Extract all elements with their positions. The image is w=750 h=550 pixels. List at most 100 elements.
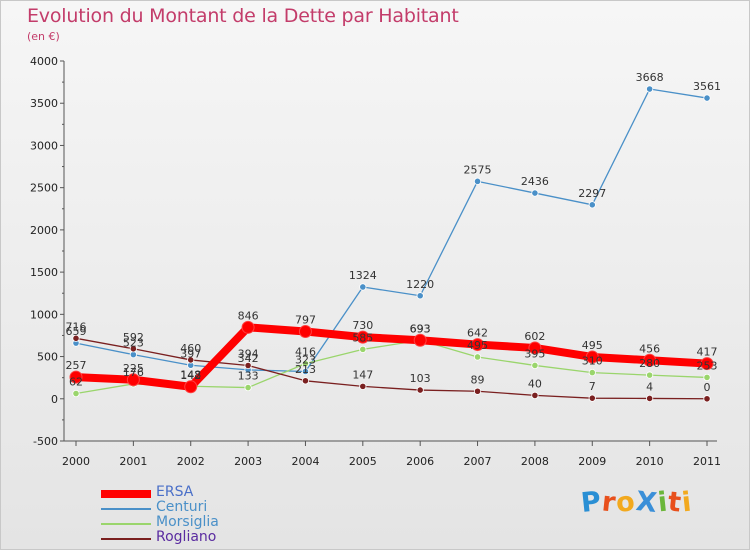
legend-item-morsiglia: Morsiglia [101, 514, 301, 531]
x-tick-label: 2004 [291, 455, 319, 468]
data-label-centuri: 1324 [349, 269, 377, 282]
data-label-centuri: 659 [66, 325, 87, 338]
x-tick-label: 2006 [406, 455, 434, 468]
data-label-rogliano: 89 [471, 373, 485, 386]
data-point-rogliano [646, 394, 654, 403]
data-point-morsiglia [301, 360, 310, 368]
data-label-ersa: 225 [123, 362, 144, 375]
data-label-centuri: 2436 [521, 175, 549, 188]
data-label-ersa: 602 [524, 330, 545, 343]
proxiti-logo: ProXiti [579, 485, 694, 520]
data-point-rogliano [301, 377, 310, 385]
data-point-ersa [528, 341, 542, 355]
y-tick-label: 3000 [30, 139, 58, 152]
y-tick-label: 4000 [30, 55, 58, 68]
data-point-rogliano [129, 345, 137, 353]
data-point-centuri [588, 201, 596, 209]
data-label-ersa: 693 [410, 322, 431, 335]
data-label-rogliano: 103 [410, 372, 431, 385]
data-label-centuri: 3668 [636, 71, 664, 84]
data-label-ersa: 642 [467, 327, 488, 340]
legend-label: Rogliano [156, 529, 217, 545]
y-tick-label: 2000 [30, 224, 58, 237]
data-point-rogliano [531, 391, 539, 399]
y-tick-label: 1500 [30, 266, 58, 279]
data-label-rogliano: 592 [123, 331, 144, 344]
legend-label: Centuri [156, 499, 208, 515]
data-label-centuri: 397 [180, 347, 201, 360]
data-label-ersa: 456 [639, 342, 660, 355]
data-label-ersa: 797 [295, 313, 316, 326]
data-point-ersa [700, 357, 714, 371]
data-label-ersa: 730 [352, 319, 373, 332]
x-tick-label: 2009 [578, 455, 606, 468]
legend-swatch [101, 508, 151, 510]
data-point-rogliano [359, 382, 367, 390]
data-label-centuri: 3561 [693, 80, 721, 93]
data-point-rogliano [187, 356, 195, 364]
series-line-centuri [75, 88, 708, 373]
data-label-rogliano: 147 [352, 368, 373, 381]
data-point-centuri [301, 367, 310, 376]
series-line-rogliano [75, 337, 708, 400]
data-point-morsiglia [588, 368, 596, 377]
data-label-centuri: 2297 [578, 187, 606, 200]
data-point-ersa [413, 333, 427, 347]
data-point-ersa [184, 380, 198, 394]
x-tick-label: 2010 [636, 455, 664, 468]
data-label-morsiglia: 62 [69, 376, 83, 389]
y-tick-label: 1000 [30, 308, 58, 321]
data-point-morsiglia [531, 361, 539, 370]
data-point-centuri [646, 85, 654, 93]
data-point-centuri [531, 189, 539, 197]
x-tick-label: 2007 [464, 455, 492, 468]
data-point-centuri [473, 177, 482, 185]
x-tick-label: 2000 [62, 455, 90, 468]
data-label-centuri: 342 [238, 352, 259, 365]
legend-label: Morsiglia [156, 514, 219, 530]
data-label-rogliano: 716 [66, 320, 87, 333]
data-label-rogliano: 7 [589, 380, 596, 393]
legend-label: ERSA [156, 484, 194, 500]
legend-item-ersa: ERSA [101, 484, 301, 501]
data-label-rogliano: 460 [180, 342, 201, 355]
data-point-ersa [356, 330, 370, 344]
data-label-ersa: 142 [180, 369, 201, 382]
data-point-morsiglia [72, 389, 80, 398]
data-point-ersa [585, 350, 599, 364]
data-point-rogliano [588, 394, 596, 402]
data-label-ersa: 495 [582, 339, 603, 352]
data-label-morsiglia: 148 [180, 368, 201, 381]
x-tick-label: 2002 [177, 455, 205, 468]
data-label-morsiglia: 585 [352, 331, 373, 344]
x-tick-label: 2011 [693, 455, 721, 468]
data-label-morsiglia: 395 [524, 347, 545, 360]
data-label-morsiglia: 133 [238, 370, 259, 383]
data-point-centuri [703, 94, 711, 102]
data-label-morsiglia: 176 [123, 366, 144, 379]
chart-title: Evolution du Montant de la Dette par Hab… [27, 5, 459, 27]
data-point-rogliano [473, 387, 482, 395]
data-label-morsiglia: 280 [639, 357, 660, 370]
series-line-ersa [72, 323, 711, 391]
data-point-ersa [298, 324, 312, 338]
data-label-morsiglia: 495 [467, 339, 488, 352]
data-label-ersa: 846 [238, 309, 259, 322]
data-label-morsiglia: 310 [582, 355, 603, 368]
data-point-rogliano [703, 395, 711, 403]
data-point-morsiglia [703, 373, 711, 382]
data-point-rogliano [244, 361, 252, 370]
data-label-morsiglia: 693 [410, 322, 431, 335]
data-label-rogliano: 40 [528, 377, 542, 390]
data-point-centuri [416, 292, 424, 300]
data-label-centuri: 1220 [406, 278, 434, 291]
data-point-morsiglia [244, 383, 252, 392]
data-label-ersa: 417 [697, 346, 718, 359]
y-tick-label: 0 [51, 393, 58, 406]
data-label-rogliano: 0 [704, 381, 711, 394]
data-point-rogliano [72, 334, 80, 342]
data-point-rogliano [416, 386, 424, 394]
x-tick-label: 2001 [119, 455, 147, 468]
data-point-ersa [643, 353, 657, 367]
